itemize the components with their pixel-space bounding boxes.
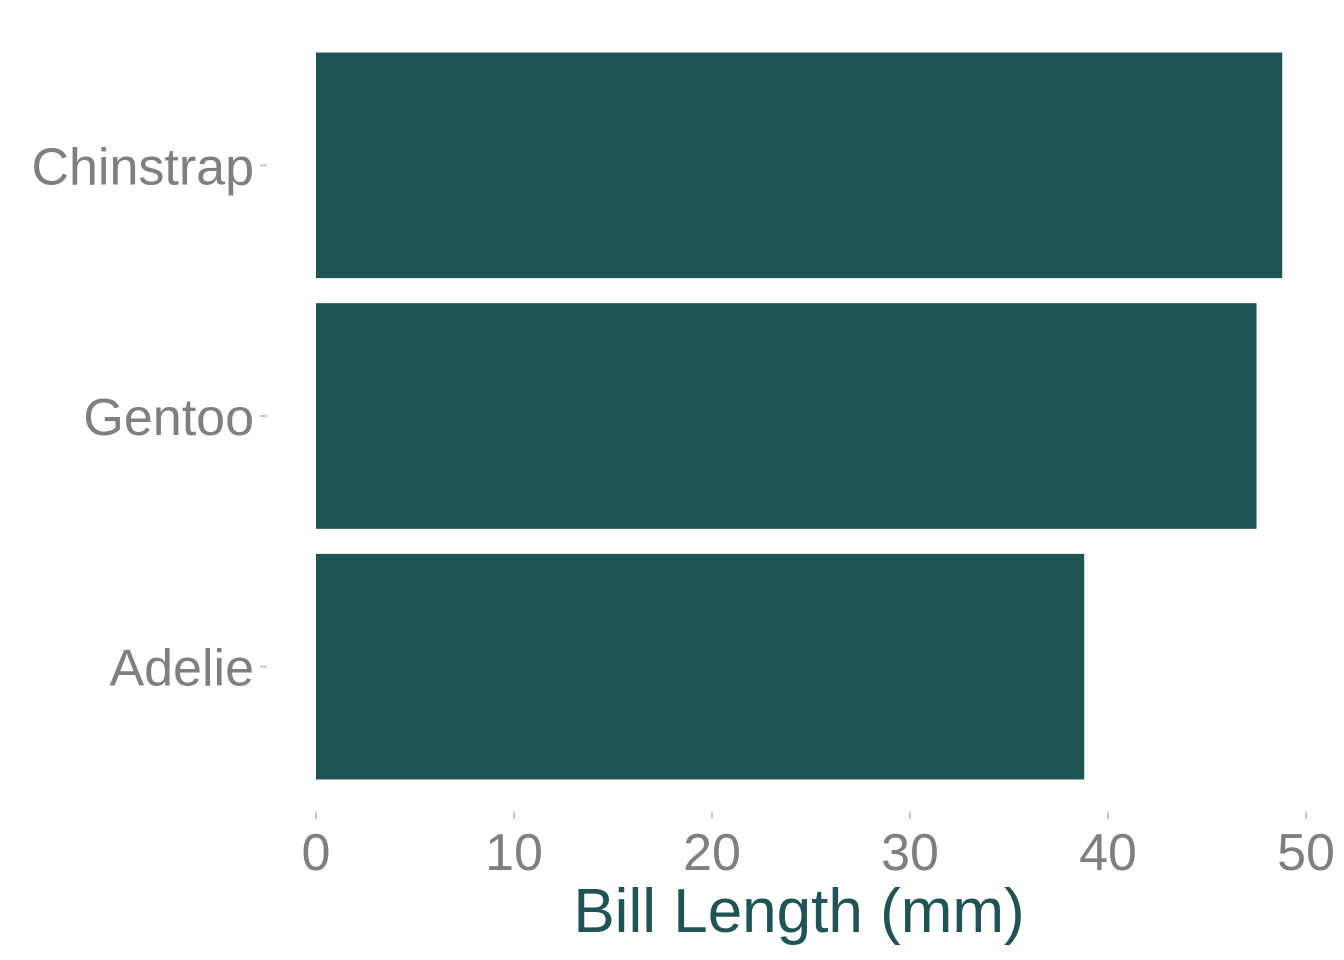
x-tick-label: 20 [683,824,741,882]
bar-chinstrap [316,52,1283,279]
bar-gentoo [316,303,1257,529]
x-tick-label: 30 [881,824,939,882]
y-tick-label: Adelie [109,640,254,698]
y-tick-label: Gentoo [83,389,254,447]
x-tick-label: 10 [485,824,543,882]
bar-adelie [316,553,1085,780]
x-tick-label: 0 [302,824,331,882]
x-tick-label: 40 [1079,824,1137,882]
x-axis-title: Bill Length (mm) [573,877,1024,946]
bars-layer [316,52,1283,780]
y-tick-label: Chinstrap [31,138,254,196]
x-axis: 0 10 20 30 40 50 [302,812,1335,882]
x-tick-label: 50 [1277,824,1335,882]
y-axis: Chinstrap Gentoo Adelie [31,138,267,698]
